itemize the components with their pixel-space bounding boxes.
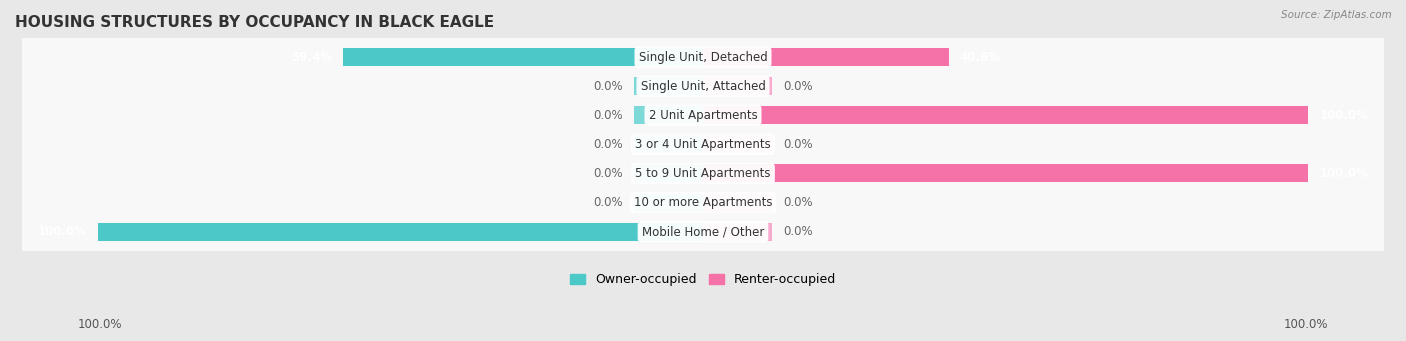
Text: 100.0%: 100.0% [1319, 109, 1368, 122]
Bar [634, 77, 703, 95]
Bar [703, 223, 772, 241]
Bar [343, 48, 703, 66]
Bar [703, 106, 1309, 124]
Text: 2 Unit Apartments: 2 Unit Apartments [648, 109, 758, 122]
Text: 0.0%: 0.0% [783, 225, 813, 238]
FancyBboxPatch shape [22, 57, 1384, 115]
Text: 0.0%: 0.0% [593, 167, 623, 180]
Text: 0.0%: 0.0% [783, 196, 813, 209]
Text: 3 or 4 Unit Apartments: 3 or 4 Unit Apartments [636, 138, 770, 151]
Text: 40.6%: 40.6% [960, 50, 1001, 63]
Text: 0.0%: 0.0% [783, 80, 813, 93]
Text: 100.0%: 100.0% [1284, 318, 1329, 331]
FancyBboxPatch shape [22, 28, 1384, 86]
Text: 0.0%: 0.0% [593, 196, 623, 209]
FancyBboxPatch shape [22, 203, 1384, 261]
Bar [634, 194, 703, 212]
Bar [634, 135, 703, 153]
Bar [703, 194, 772, 212]
Text: 0.0%: 0.0% [593, 80, 623, 93]
FancyBboxPatch shape [22, 144, 1384, 203]
Bar [634, 164, 703, 182]
Text: 100.0%: 100.0% [1319, 167, 1368, 180]
Bar [703, 164, 1309, 182]
Bar [634, 223, 703, 241]
Text: 100.0%: 100.0% [77, 318, 122, 331]
Text: 5 to 9 Unit Apartments: 5 to 9 Unit Apartments [636, 167, 770, 180]
Bar [703, 77, 772, 95]
Bar [703, 106, 772, 124]
Bar [634, 106, 703, 124]
Bar [634, 48, 703, 66]
Text: Single Unit, Detached: Single Unit, Detached [638, 50, 768, 63]
Text: 0.0%: 0.0% [783, 138, 813, 151]
Text: 10 or more Apartments: 10 or more Apartments [634, 196, 772, 209]
Text: 0.0%: 0.0% [593, 138, 623, 151]
Bar [703, 48, 772, 66]
Bar [703, 164, 772, 182]
Bar [97, 223, 703, 241]
Legend: Owner-occupied, Renter-occupied: Owner-occupied, Renter-occupied [565, 268, 841, 291]
Text: HOUSING STRUCTURES BY OCCUPANCY IN BLACK EAGLE: HOUSING STRUCTURES BY OCCUPANCY IN BLACK… [15, 15, 494, 30]
FancyBboxPatch shape [22, 174, 1384, 232]
FancyBboxPatch shape [22, 86, 1384, 144]
Text: Single Unit, Attached: Single Unit, Attached [641, 80, 765, 93]
Bar [703, 135, 772, 153]
Bar [703, 48, 949, 66]
Text: 0.0%: 0.0% [593, 109, 623, 122]
Text: 100.0%: 100.0% [38, 225, 87, 238]
Text: Mobile Home / Other: Mobile Home / Other [641, 225, 765, 238]
Text: 59.4%: 59.4% [291, 50, 332, 63]
Text: Source: ZipAtlas.com: Source: ZipAtlas.com [1281, 10, 1392, 20]
FancyBboxPatch shape [22, 115, 1384, 174]
